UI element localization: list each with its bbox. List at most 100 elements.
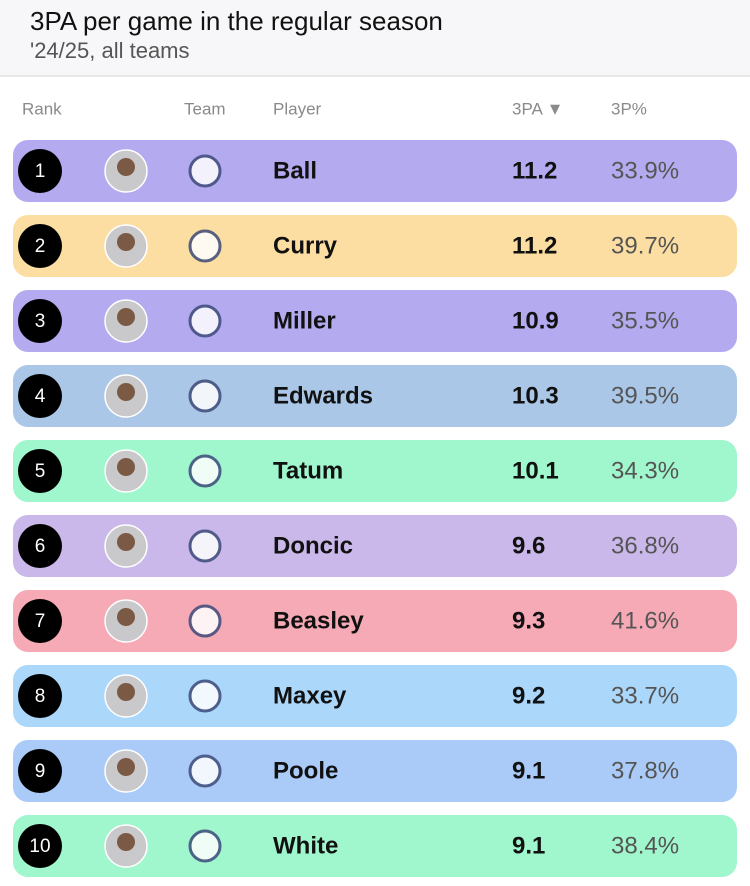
rank: 9 (35, 761, 46, 782)
column-header: 3P% (611, 99, 647, 118)
rank-badge (18, 749, 62, 793)
player-head (117, 308, 135, 326)
subtitle: '24/25, all teams (30, 38, 190, 63)
row-background (13, 365, 737, 427)
three-pct: 34.3% (611, 457, 679, 484)
three-pa: 11.2 (512, 157, 557, 184)
rank-badge (18, 449, 62, 493)
rank: 3 (35, 311, 46, 332)
three-pa: 10.3 (512, 382, 559, 409)
player-head (117, 683, 135, 701)
three-pa: 9.3 (512, 607, 545, 634)
row-background (13, 140, 737, 202)
rank-badge (18, 374, 62, 418)
team-logo (188, 154, 222, 188)
row-background (13, 215, 737, 277)
team-logo (188, 304, 222, 338)
row-background (13, 590, 737, 652)
three-pa: 9.2 (512, 682, 545, 709)
table-row: 8 Maxey 9.2 33.7% (13, 665, 737, 727)
player-name: Miller (273, 307, 336, 334)
table-row: 7 Beasley 9.3 41.6% (13, 590, 737, 652)
row-background (13, 440, 737, 502)
player-head (117, 608, 135, 626)
rank: 1 (35, 161, 46, 182)
title: 3PA per game in the regular season (30, 6, 443, 36)
three-pa: 11.2 (512, 232, 557, 259)
three-pct: 39.5% (611, 382, 679, 409)
player-head (117, 758, 135, 776)
rank: 7 (35, 611, 46, 632)
rank: 10 (29, 836, 50, 857)
rank: 6 (35, 536, 46, 557)
three-pct: 37.8% (611, 757, 679, 784)
player-head (117, 833, 135, 851)
table-row: 4 Edwards 10.3 39.5% (13, 365, 737, 427)
row-background (13, 665, 737, 727)
three-pct: 33.7% (611, 682, 679, 709)
rank-badge (18, 824, 62, 868)
player-head (117, 233, 135, 251)
player-head (117, 383, 135, 401)
player-head (117, 458, 135, 476)
player-name: White (273, 832, 338, 859)
rank-badge (18, 299, 62, 343)
team-logo (188, 379, 222, 413)
table-row: 5 Tatum 10.1 34.3% (13, 440, 737, 502)
team-logo (188, 529, 222, 563)
three-pct: 39.7% (611, 232, 679, 259)
team-logo (188, 454, 222, 488)
table-row: 1 Ball 11.2 33.9% (13, 140, 737, 202)
row-background (13, 515, 737, 577)
header-background (0, 0, 750, 76)
three-pct: 38.4% (611, 832, 679, 859)
rank: 5 (35, 461, 46, 482)
rank-badge (18, 224, 62, 268)
player-name: Ball (273, 157, 317, 184)
team-logo (188, 754, 222, 788)
team-logo (188, 229, 222, 263)
rank-badge (18, 524, 62, 568)
table-row: 2 Curry 11.2 39.7% (13, 215, 737, 277)
table-row: 6 Doncic 9.6 36.8% (13, 515, 737, 577)
three-pct: 33.9% (611, 157, 679, 184)
rank-badge (18, 599, 62, 643)
three-pa: 10.9 (512, 307, 559, 334)
rank: 8 (35, 686, 46, 707)
three-pa: 10.1 (512, 457, 559, 484)
rank-badge (18, 149, 62, 193)
rank: 2 (35, 236, 46, 257)
table-row: 3 Miller 10.9 35.5% (13, 290, 737, 352)
column-header: Player (273, 99, 322, 118)
row-background (13, 815, 737, 877)
player-name: Beasley (273, 607, 364, 634)
table-row: 10 White 9.1 38.4% (13, 815, 737, 877)
player-head (117, 533, 135, 551)
team-logo (188, 829, 222, 863)
three-pa: 9.1 (512, 832, 545, 859)
three-pct: 35.5% (611, 307, 679, 334)
player-name: Doncic (273, 532, 353, 559)
team-logo (188, 679, 222, 713)
three-pct: 41.6% (611, 607, 679, 634)
player-head (117, 158, 135, 176)
rank: 4 (35, 386, 46, 407)
three-pa: 9.6 (512, 532, 545, 559)
row-background (13, 740, 737, 802)
player-name: Maxey (273, 682, 347, 709)
row-background (13, 290, 737, 352)
three-pa: 9.1 (512, 757, 545, 784)
column-header: Rank (22, 99, 62, 118)
player-name: Tatum (273, 457, 343, 484)
player-name: Curry (273, 232, 338, 259)
player-name: Edwards (273, 382, 373, 409)
table-row: 9 Poole 9.1 37.8% (13, 740, 737, 802)
team-logo (188, 604, 222, 638)
player-name: Poole (273, 757, 338, 784)
column-header: 3PA ▼ (512, 99, 563, 118)
rank-badge (18, 674, 62, 718)
three-pct: 36.8% (611, 532, 679, 559)
column-header: Team (184, 99, 226, 118)
